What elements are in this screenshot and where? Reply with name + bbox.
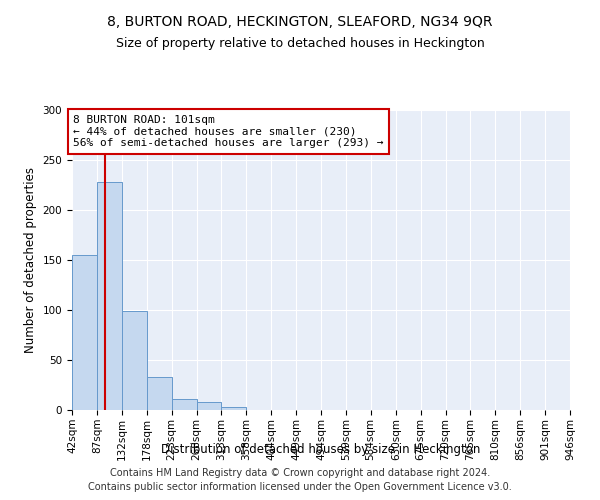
Bar bbox=[221, 407, 246, 410]
Text: Contains HM Land Registry data © Crown copyright and database right 2024.: Contains HM Land Registry data © Crown c… bbox=[110, 468, 490, 477]
Text: 8, BURTON ROAD, HECKINGTON, SLEAFORD, NG34 9QR: 8, BURTON ROAD, HECKINGTON, SLEAFORD, NG… bbox=[107, 15, 493, 29]
Bar bbox=[197, 402, 221, 410]
Bar bbox=[122, 311, 147, 410]
Text: Distribution of detached houses by size in Heckington: Distribution of detached houses by size … bbox=[161, 442, 481, 456]
Bar bbox=[147, 377, 172, 410]
Text: 8 BURTON ROAD: 101sqm
← 44% of detached houses are smaller (230)
56% of semi-det: 8 BURTON ROAD: 101sqm ← 44% of detached … bbox=[73, 115, 383, 148]
Bar bbox=[72, 255, 97, 410]
Text: Size of property relative to detached houses in Heckington: Size of property relative to detached ho… bbox=[116, 38, 484, 51]
Bar bbox=[97, 182, 122, 410]
Bar bbox=[172, 399, 197, 410]
Y-axis label: Number of detached properties: Number of detached properties bbox=[24, 167, 37, 353]
Text: Contains public sector information licensed under the Open Government Licence v3: Contains public sector information licen… bbox=[88, 482, 512, 492]
